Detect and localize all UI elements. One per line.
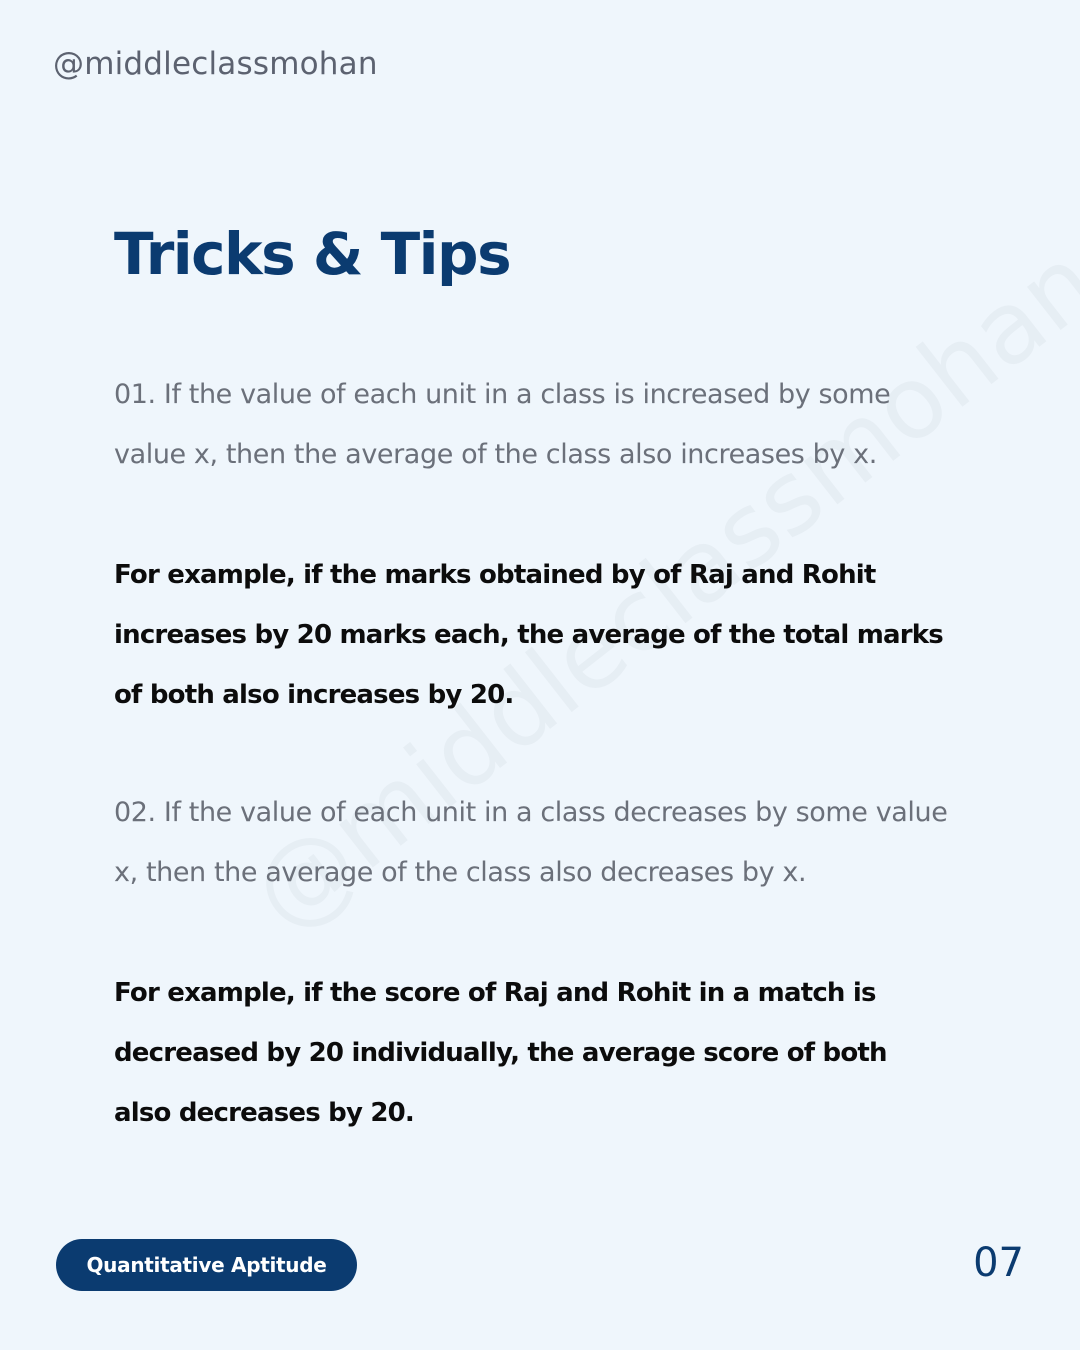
tip-1-text: 01. If the value of each unit in a class… [114, 379, 891, 470]
page-number: 07 [973, 1240, 1024, 1286]
page-title: Tricks & Tips [114, 220, 512, 288]
tip-1-example: For example, if the marks obtained by of… [114, 560, 944, 710]
tip-2-text: 02. If the value of each unit in a class… [114, 797, 948, 888]
tip-2-example: For example, if the score of Raj and Roh… [114, 978, 888, 1128]
account-handle: @middleclassmohan [53, 46, 378, 82]
category-badge: Quantitative Aptitude [56, 1239, 357, 1291]
